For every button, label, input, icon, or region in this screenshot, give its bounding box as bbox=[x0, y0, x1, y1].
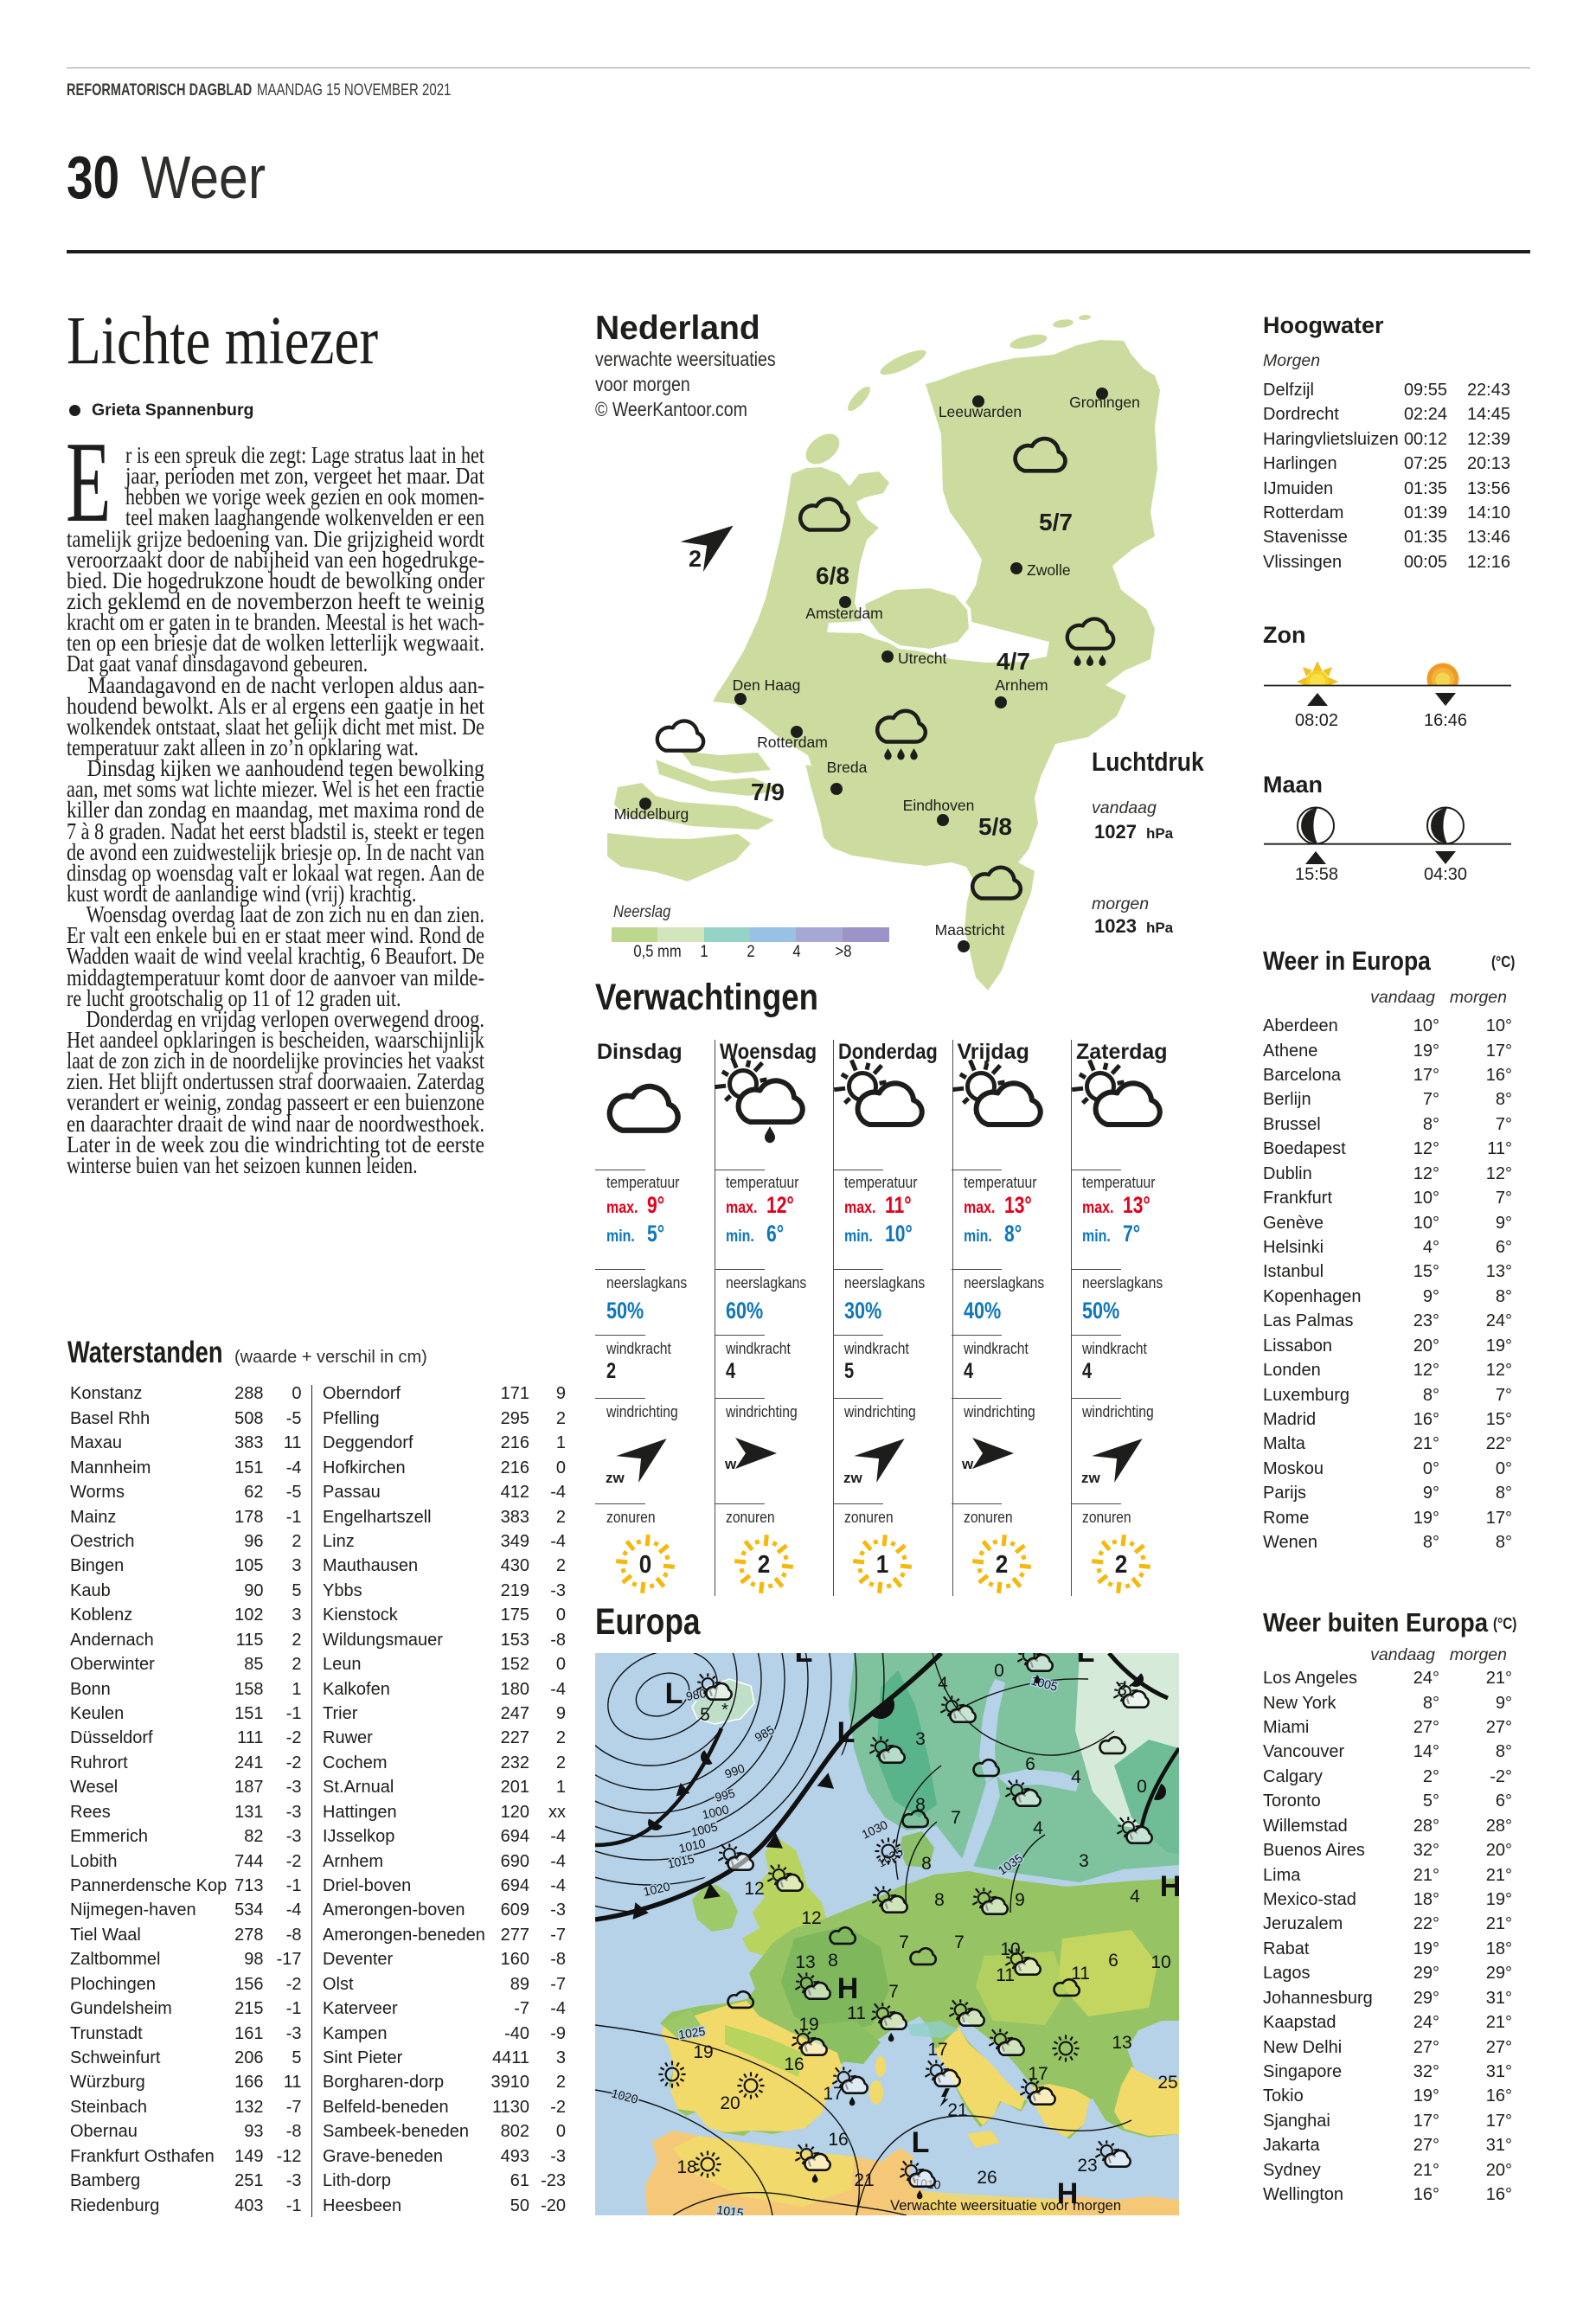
svg-text:10: 10 bbox=[1151, 1952, 1170, 1972]
svg-text:0: 0 bbox=[1137, 1777, 1147, 1797]
svg-text:2: 2 bbox=[996, 1550, 1009, 1579]
svg-text:Utrecht: Utrecht bbox=[898, 650, 947, 667]
svg-text:16: 16 bbox=[784, 2054, 804, 2074]
svg-text:12: 12 bbox=[801, 1908, 821, 1928]
svg-text:4: 4 bbox=[1033, 1818, 1043, 1838]
svg-text:17: 17 bbox=[823, 2084, 843, 2104]
svg-text:18: 18 bbox=[676, 2157, 696, 2177]
svg-text:L: L bbox=[912, 2126, 930, 2159]
svg-text:5/8: 5/8 bbox=[978, 813, 1012, 840]
svg-text:5: 5 bbox=[700, 1705, 710, 1725]
svg-text:Middelburg: Middelburg bbox=[614, 805, 689, 823]
svg-text:Breda: Breda bbox=[827, 759, 868, 776]
svg-text:6/8: 6/8 bbox=[816, 562, 849, 589]
svg-text:Den Haag: Den Haag bbox=[733, 676, 801, 694]
svg-text:19: 19 bbox=[798, 2015, 818, 2035]
svg-text:21: 21 bbox=[947, 2100, 967, 2120]
svg-text:8: 8 bbox=[828, 1951, 838, 1971]
svg-text:Maastricht: Maastricht bbox=[935, 921, 1005, 939]
svg-text:Rotterdam: Rotterdam bbox=[757, 734, 828, 751]
svg-text:3: 3 bbox=[1117, 1680, 1127, 1700]
svg-text:L: L bbox=[1077, 1653, 1095, 1669]
svg-text:17: 17 bbox=[927, 2040, 947, 2060]
svg-text:L: L bbox=[795, 1653, 813, 1669]
svg-text:17: 17 bbox=[1028, 2064, 1048, 2084]
svg-text:11: 11 bbox=[1071, 1964, 1090, 1984]
svg-text:H: H bbox=[1057, 2177, 1079, 2210]
svg-text:4: 4 bbox=[938, 1674, 948, 1694]
svg-text:*: * bbox=[721, 1701, 728, 1720]
svg-text:9: 9 bbox=[1015, 1890, 1025, 1910]
svg-text:19: 19 bbox=[693, 2042, 713, 2062]
svg-text:0: 0 bbox=[994, 1661, 1004, 1681]
svg-text:7: 7 bbox=[954, 1932, 965, 1952]
svg-text:4/7: 4/7 bbox=[997, 648, 1030, 675]
svg-text:8: 8 bbox=[921, 1854, 932, 1874]
svg-text:L: L bbox=[837, 1716, 856, 1749]
svg-text:21: 21 bbox=[854, 2170, 874, 2190]
svg-text:980: 980 bbox=[685, 1686, 708, 1703]
svg-text:13: 13 bbox=[1112, 2033, 1131, 2053]
svg-text:1015: 1015 bbox=[666, 1851, 695, 1871]
svg-text:13: 13 bbox=[795, 1952, 815, 1972]
svg-text:Amsterdam: Amsterdam bbox=[805, 605, 882, 622]
svg-text:5/7: 5/7 bbox=[1039, 509, 1073, 535]
svg-text:4: 4 bbox=[1071, 1767, 1081, 1787]
svg-text:3: 3 bbox=[1079, 1851, 1089, 1871]
svg-text:Verwachte weersituatie voor mo: Verwachte weersituatie voor morgen bbox=[890, 2198, 1121, 2214]
svg-text:w: w bbox=[724, 1456, 737, 1472]
svg-text:1: 1 bbox=[876, 1550, 889, 1579]
svg-text:L: L bbox=[665, 1677, 683, 1710]
svg-text:11: 11 bbox=[996, 1965, 1015, 1985]
svg-text:23: 23 bbox=[1077, 2156, 1097, 2176]
svg-text:7/9: 7/9 bbox=[751, 779, 785, 805]
svg-text:2: 2 bbox=[758, 1550, 771, 1579]
svg-text:16: 16 bbox=[828, 2130, 848, 2150]
svg-text:26: 26 bbox=[977, 2168, 997, 2188]
svg-text:Groningen: Groningen bbox=[1069, 394, 1140, 411]
svg-text:25: 25 bbox=[1157, 2073, 1177, 2093]
svg-text:12: 12 bbox=[744, 1879, 764, 1899]
svg-text:4: 4 bbox=[1130, 1887, 1140, 1907]
svg-text:7: 7 bbox=[888, 1982, 899, 2002]
svg-text:7: 7 bbox=[899, 1932, 909, 1952]
svg-text:20: 20 bbox=[720, 2093, 740, 2113]
svg-text:zw: zw bbox=[1081, 1470, 1101, 1486]
svg-text:1015: 1015 bbox=[716, 2202, 745, 2215]
svg-text:Leeuwarden: Leeuwarden bbox=[939, 403, 1022, 420]
svg-text:Arnhem: Arnhem bbox=[995, 676, 1048, 694]
svg-text:w: w bbox=[961, 1456, 974, 1472]
svg-text:6: 6 bbox=[1108, 1951, 1118, 1971]
svg-text:zw: zw bbox=[606, 1470, 625, 1486]
svg-text:11: 11 bbox=[847, 2003, 866, 2023]
svg-text:H: H bbox=[1160, 1870, 1179, 1903]
svg-text:H: H bbox=[837, 1972, 859, 2005]
svg-text:2: 2 bbox=[689, 546, 702, 572]
svg-text:8: 8 bbox=[934, 1890, 945, 1910]
svg-text:8: 8 bbox=[915, 1795, 926, 1815]
svg-text:zw: zw bbox=[843, 1470, 863, 1486]
svg-text:3: 3 bbox=[915, 1729, 926, 1749]
svg-text:0: 0 bbox=[639, 1550, 652, 1579]
svg-text:7: 7 bbox=[951, 1808, 961, 1828]
svg-text:1025: 1025 bbox=[677, 2024, 706, 2041]
svg-text:Eindhoven: Eindhoven bbox=[903, 797, 975, 814]
svg-text:6: 6 bbox=[1025, 1754, 1035, 1774]
svg-text:2: 2 bbox=[1115, 1550, 1128, 1579]
svg-text:Zwolle: Zwolle bbox=[1027, 561, 1071, 579]
